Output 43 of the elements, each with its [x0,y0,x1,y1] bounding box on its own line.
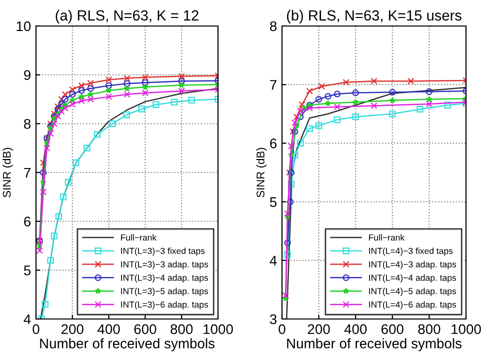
y-tick-label: 8 [270,21,277,32]
x-tick-label: 800 [418,324,440,334]
x-axis-title: Number of received symbols [40,338,214,352]
y-tick-label: 9 [24,70,30,80]
x-tick-label: 400 [98,324,120,334]
x-tick-label: 200 [62,324,84,334]
legend-label: INT(L=4)−3 fixed taps [369,248,453,256]
x-tick-label: 400 [344,324,367,334]
x-tick-label: 1000 [452,324,481,334]
y-tick-label: 10 [16,21,31,32]
x-axis-title: Number of received symbols [287,338,462,352]
y-tick-label: 4 [24,314,31,324]
legend-label: Full−rank [369,234,405,241]
legend-label: INT(L=3)−4 adap. taps [121,274,208,283]
chart-title: (b) RLS, N=63, K=15 users [286,10,462,24]
chart-title: (a) RLS, N=63, K = 12 [56,10,198,24]
y-tick-label: 6 [270,138,277,148]
y-tick-label: 8 [24,119,31,129]
legend-label: INT(L=4)−5 adap. taps [369,288,456,296]
legend-label: Full−rank [121,234,157,241]
y-tick-label: 3 [270,314,277,324]
y-tick-label: 5 [24,266,31,276]
y-axis-title: SINR (dB) [2,148,13,198]
legend-label: INT(L=3)−5 adap. taps [121,288,208,296]
x-tick-label: 0 [32,324,40,334]
y-tick-label: 7 [270,80,276,90]
legend-label: INT(L=3)−6 adap. taps [121,301,208,310]
x-tick-label: 200 [308,324,330,334]
x-tick-label: 1000 [204,324,233,334]
y-tick-label: 5 [270,197,277,207]
legend-label: INT(L=4)−4 adap. taps [369,274,456,283]
legend-label: INT(L=4)−6 adap. taps [369,301,456,310]
y-tick-label: 6 [24,216,31,227]
y-axis-title: SINR (dB) [256,148,267,198]
y-tick-label: 7 [24,168,30,178]
x-tick-label: 0 [278,324,286,334]
x-tick-label: 600 [382,324,404,334]
legend-label: INT(L=3)−3 fixed taps [121,248,205,256]
legend-label: INT(L=3)−3 adap. taps [121,261,208,270]
x-tick-label: 600 [134,324,156,334]
x-tick-label: 800 [170,324,193,334]
legend-label: INT(L=4)−3 adap. taps [369,261,456,270]
y-tick-label: 4 [270,256,277,266]
